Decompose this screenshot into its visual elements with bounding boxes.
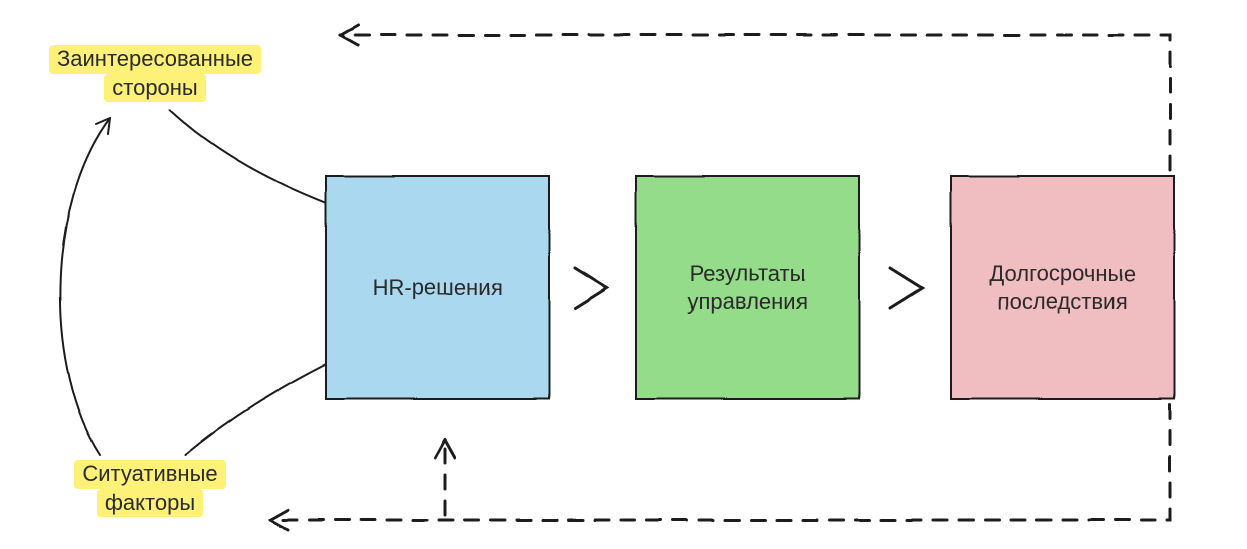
- node-results-label: Результаты управления: [637, 260, 858, 315]
- edge-feedback-bottom-head: [270, 510, 288, 530]
- caret-results-longterm: [890, 268, 922, 308]
- node-results-box: Результаты управления: [635, 175, 860, 400]
- node-longterm-box: Долгосрочные последствия: [950, 175, 1175, 400]
- node-situational: Ситуативные факторы: [55, 460, 245, 517]
- edge-feedback-bottom: [270, 405, 1170, 520]
- node-situational-line1: Ситуативные: [74, 460, 225, 489]
- diagram-canvas: Заинтересованные стороны Ситуативные фак…: [0, 0, 1247, 549]
- node-situational-line2: факторы: [97, 489, 203, 518]
- edge-feedback-top: [340, 35, 1170, 170]
- edge-situational-stakeholders-head: [96, 118, 110, 134]
- node-stakeholders: Заинтересованные стороны: [30, 45, 280, 102]
- node-hr-label: HR-решения: [363, 274, 513, 302]
- node-hr-box: HR-решения: [325, 175, 550, 400]
- edge-feedback-top-head: [340, 25, 358, 45]
- edge-feedback-up-head: [435, 440, 455, 458]
- edge-situational-stakeholders: [60, 118, 110, 455]
- node-stakeholders-line1: Заинтересованные: [49, 45, 261, 74]
- node-stakeholders-line2: стороны: [104, 74, 206, 103]
- node-longterm-label: Долгосрочные последствия: [952, 260, 1173, 315]
- caret-hr-results: [575, 268, 607, 308]
